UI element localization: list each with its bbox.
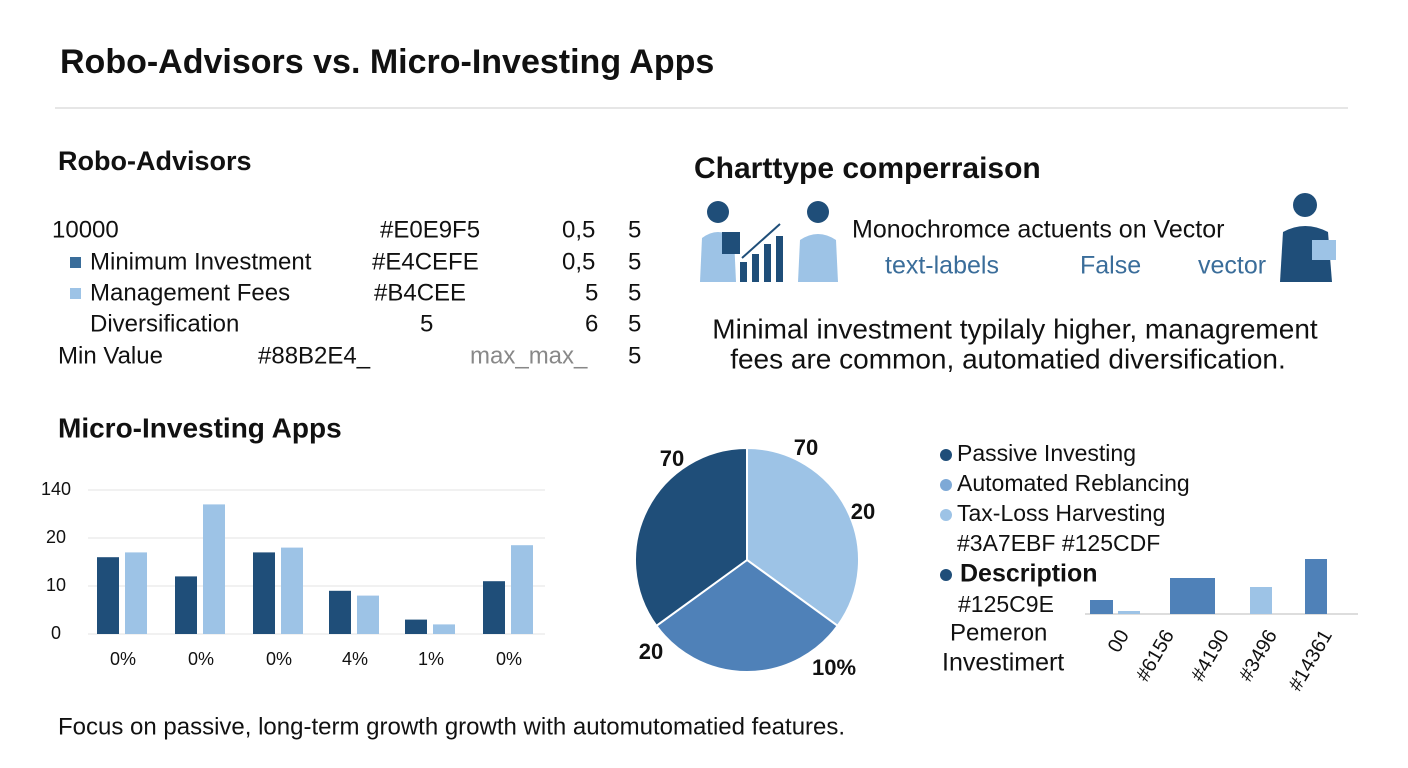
legend-extra: Pemeron [950, 619, 1047, 646]
illustration [700, 193, 1336, 282]
section-heading: Charttype comperraison [694, 152, 1041, 185]
table-cell: 5 [420, 310, 433, 337]
section-heading: Micro-Investing Apps [58, 412, 342, 443]
legend-extra: Investimert [942, 649, 1064, 677]
legend-extra: #125C9E [958, 591, 1054, 617]
comparison-text: Minimal investment typilaly higher, mana… [712, 313, 1318, 344]
bar [97, 557, 119, 634]
x-tick-label: #14361 [1284, 626, 1336, 695]
pie-annotation: 20 [851, 499, 875, 524]
x-tick-label: 00 [1104, 626, 1134, 656]
bar [1250, 587, 1272, 614]
bar [1305, 559, 1327, 614]
bar [253, 552, 275, 634]
footer: Focus on passive, long-term growth growt… [58, 713, 845, 740]
legend-label: Automated Reblancing [957, 470, 1190, 496]
legend-extra: Description [960, 560, 1098, 588]
bar [1170, 578, 1215, 614]
comparison-text: fees are common, automatied diversificat… [730, 343, 1286, 374]
table-cell: 5 [628, 216, 641, 243]
row-marker [70, 288, 81, 299]
pie-annotation: 20 [639, 639, 663, 664]
table-cell: 6 [585, 310, 598, 337]
comparison-label: vector [1198, 252, 1266, 280]
table-cell: #88B2E4_ [258, 342, 371, 369]
table-cell: 5 [628, 279, 641, 306]
bar [125, 552, 147, 634]
x-tick-label: 0% [110, 649, 136, 669]
table-cell: 5 [628, 342, 641, 369]
bar [175, 576, 197, 634]
y-tick-label: 20 [46, 527, 66, 547]
bar [357, 595, 379, 634]
legend-extra: #3A7EBF #125CDF [957, 530, 1160, 556]
legend-dot [940, 569, 952, 581]
row-marker [70, 257, 81, 268]
table-cell: 0,5 [562, 216, 595, 243]
table-cell: Management Fees [90, 279, 290, 306]
x-tick-label: #3496 [1235, 626, 1282, 685]
y-tick-label: 0 [51, 623, 61, 643]
pie-slice [634, 446, 748, 628]
bar [1090, 600, 1113, 614]
comparison-label: text-labels [885, 252, 999, 280]
bar [281, 547, 303, 634]
pie-annotation: 10% [812, 655, 856, 680]
table-cell: 5 [585, 279, 598, 306]
x-tick-label: #4190 [1187, 626, 1234, 685]
y-tick-label: 140 [41, 479, 71, 499]
legend-dot [940, 509, 952, 521]
x-tick-label: 0% [188, 649, 214, 669]
bar [511, 545, 533, 634]
table-cell: #B4CEE [374, 279, 466, 306]
table-cell: max_max_ [470, 342, 588, 369]
table-cell: 5 [628, 248, 641, 275]
comparison-line: Monochromce actuents on Vector [852, 216, 1224, 244]
table-cell: Minimum Investment [90, 248, 312, 275]
x-tick-label: 0% [496, 649, 522, 669]
bar [405, 619, 427, 634]
table-cell: Diversification [90, 310, 239, 337]
x-tick-label: 0% [266, 649, 292, 669]
legend-label: Tax-Loss Harvesting [957, 500, 1165, 526]
page-title: Robo-Advisors vs. Micro-Investing Apps [60, 43, 714, 81]
comparison-label: False [1080, 252, 1141, 280]
bar [203, 504, 225, 634]
table-cell: 10000 [52, 216, 119, 243]
bar [329, 590, 351, 634]
bar [433, 624, 455, 634]
x-tick-label: #6156 [1132, 626, 1179, 685]
table-cell: 0,5 [562, 248, 595, 275]
bar [483, 581, 505, 634]
legend-dot [940, 479, 952, 491]
legend-label: Passive Investing [957, 440, 1136, 466]
y-tick-label: 10 [46, 575, 66, 595]
pie-slice [654, 558, 840, 673]
x-tick-label: 1% [418, 649, 444, 669]
table-cell: #E0E9F5 [380, 216, 480, 243]
data-label: 70 [660, 446, 684, 471]
pie-slice [746, 446, 860, 628]
table-cell: 5 [628, 310, 641, 337]
legend-dot [940, 449, 952, 461]
data-label: 70 [794, 435, 818, 460]
bar [1118, 611, 1140, 614]
section-heading: Robo-Advisors [58, 146, 252, 176]
table-cell: #E4CEFE [372, 248, 479, 275]
table-cell: Min Value [58, 342, 163, 369]
x-tick-label: 4% [342, 649, 368, 669]
